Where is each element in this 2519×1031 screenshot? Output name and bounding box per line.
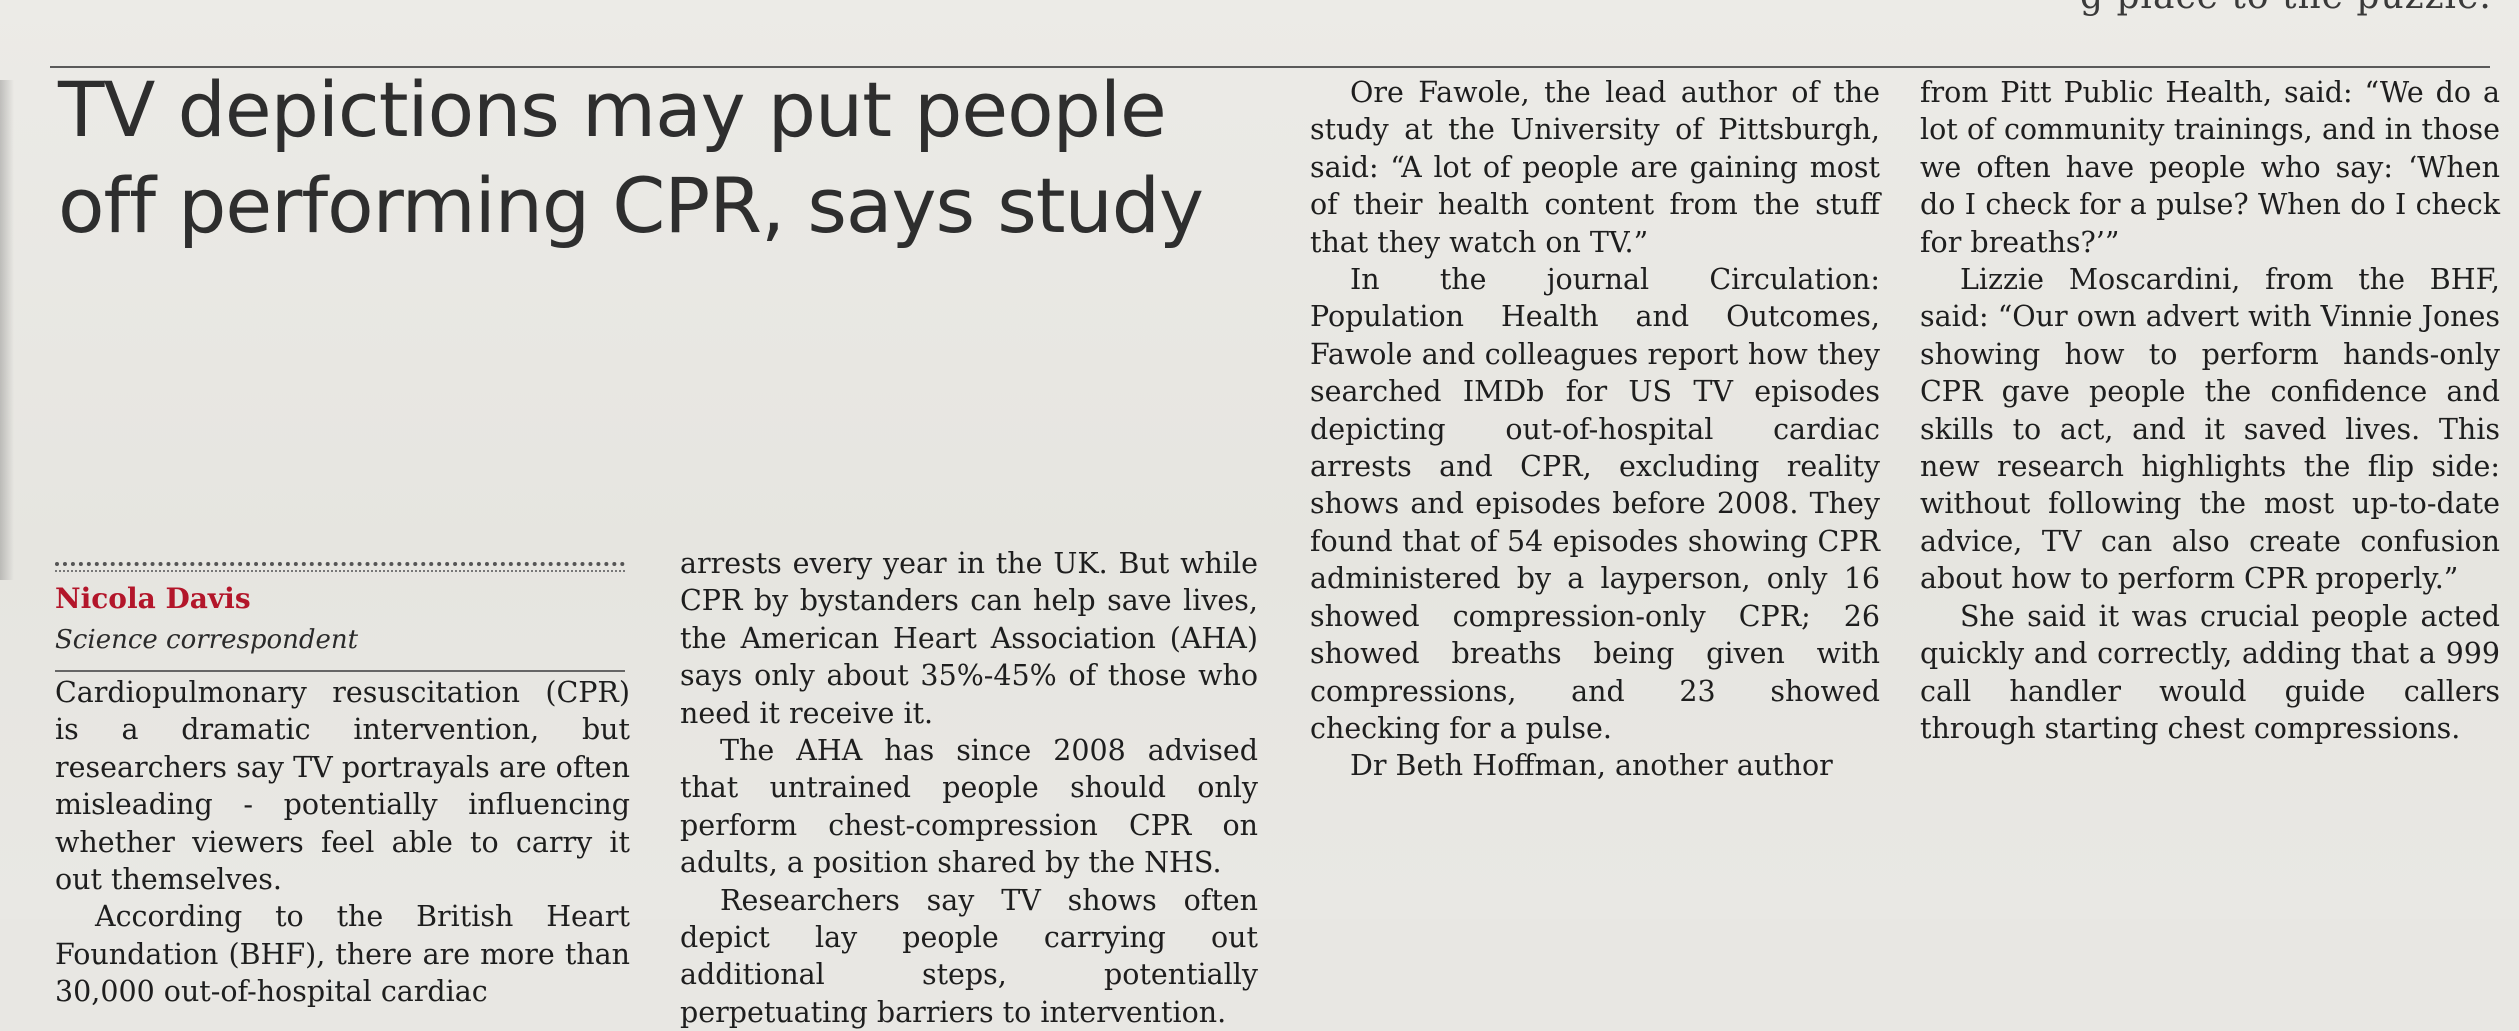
previous-article-fragment: g place to the puzzle. — [2080, 0, 2492, 17]
author-role: Science correspondent — [55, 625, 359, 655]
byline-divider-secondary — [55, 570, 625, 572]
paragraph: In the journal Circulation: Population H… — [1310, 263, 1880, 745]
paragraph: Ore Fawole, the lead author of the study… — [1310, 76, 1880, 259]
paragraph: According to the British Heart Foundatio… — [55, 900, 630, 1009]
article-column-2: arrests every year in the UK. But while … — [680, 545, 1258, 1031]
paragraph: Cardiopulmonary resuscitation (CPR) is a… — [55, 676, 630, 897]
paragraph: Lizzie Moscardini, from the BHF, said: “… — [1920, 263, 2500, 596]
paragraph: Dr Beth Hoffman, another author — [1350, 749, 1833, 783]
article-column-3: Ore Fawole, the lead author of the study… — [1310, 74, 1880, 785]
article-column-1: Cardiopulmonary resuscitation (CPR) is a… — [55, 674, 630, 1011]
paragraph: Researchers say TV shows often depict la… — [680, 883, 1258, 1029]
author-name: Nicola Davis — [55, 582, 251, 615]
paragraph: from Pitt Public Health, said: “We do a … — [1920, 76, 2500, 259]
headline: TV depictions may put people off perform… — [58, 65, 1204, 250]
top-rule — [50, 66, 2490, 68]
article-column-4: from Pitt Public Health, said: “We do a … — [1920, 74, 2500, 747]
byline-bottom-rule — [55, 670, 625, 672]
paragraph: arrests every year in the UK. But while … — [680, 547, 1258, 730]
paragraph: She said it was crucial people acted qui… — [1920, 599, 2500, 745]
scan-edge-shadow — [0, 80, 14, 580]
paragraph: The AHA has since 2008 advised that untr… — [680, 734, 1258, 880]
byline-divider — [55, 562, 625, 566]
